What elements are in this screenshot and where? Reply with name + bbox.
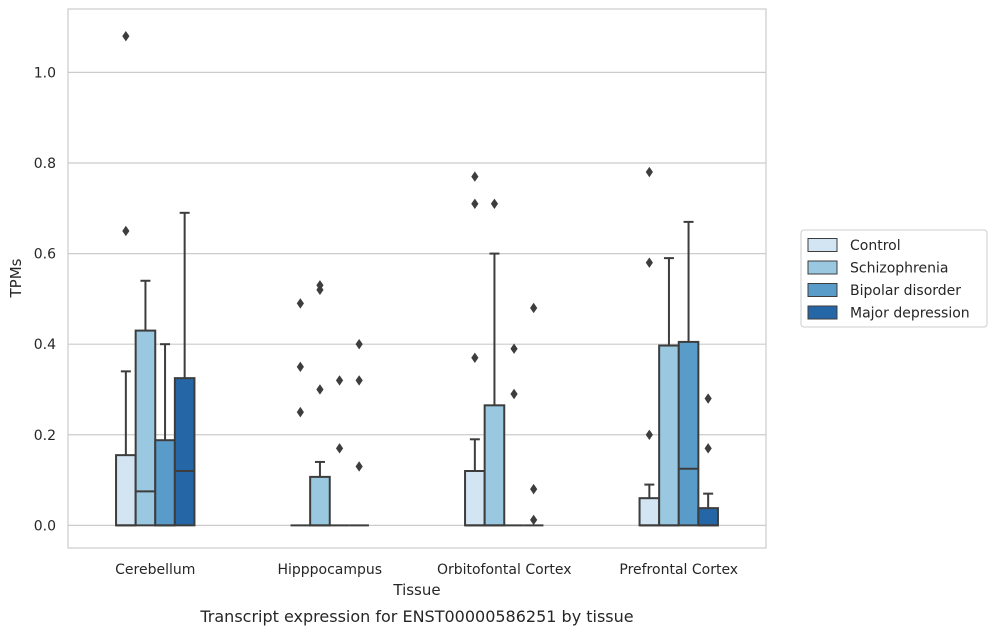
- outlier-point: [471, 198, 479, 209]
- outlier-point: [316, 280, 324, 291]
- box-major-depression-prefrontal-cortex: [697, 393, 719, 527]
- outlier-point: [296, 298, 304, 309]
- outlier-point: [645, 429, 653, 440]
- legend-frame: [800, 229, 988, 328]
- x-tick-label: Prefrontal Cortex: [619, 562, 738, 578]
- box-control-prefrontal-cortex: [638, 166, 661, 527]
- box-body: [115, 454, 137, 527]
- x-axis-label: Tissue: [392, 581, 440, 599]
- box-body: [638, 497, 661, 527]
- box-major-depression-cerebellum: [173, 211, 196, 527]
- y-axis-ticks: 0.0 0.2 0.4 0.6 0.8 1.0: [34, 65, 56, 534]
- outlier-point: [530, 514, 538, 526]
- y-tick-label: 0.2: [34, 428, 56, 444]
- box-schizophrenia-hipppocampus: [309, 280, 331, 527]
- box-control-cerebellum: [115, 30, 137, 527]
- x-tick-label: Hipppocampus: [277, 562, 382, 578]
- box-schizophrenia-orbitofontal-cortex: [483, 198, 506, 527]
- outlier-point: [296, 361, 304, 373]
- y-tick-label: 0.8: [34, 156, 56, 172]
- box-body: [658, 344, 680, 527]
- legend-label-major-depression: Major depression: [850, 306, 970, 322]
- box-bipolar-disorder-cerebellum: [154, 343, 176, 527]
- outlier-point: [355, 375, 363, 386]
- legend-label-bipolar-disorder: Bipolar disorder: [850, 283, 961, 299]
- outlier-point: [335, 375, 344, 386]
- box-body: [697, 507, 719, 527]
- outlier-point: [490, 198, 499, 209]
- legend-label-schizophrenia: Schizophrenia: [850, 261, 948, 277]
- outlier-point: [510, 388, 518, 400]
- outlier-point: [530, 302, 538, 314]
- figure-caption: Transcript expression for ENST0000058625…: [199, 607, 633, 626]
- outlier-point: [645, 166, 653, 178]
- x-tick-label: Cerebellum: [115, 562, 195, 578]
- legend-swatch-schizophrenia: [807, 260, 838, 275]
- y-tick-label: 1.0: [34, 65, 56, 81]
- x-axis-ticks: Cerebellum Hipppocampus Orbitofontal Corte…: [115, 562, 738, 578]
- outlier-point: [316, 384, 324, 395]
- box-schizophrenia-cerebellum: [134, 279, 157, 527]
- outlier-point: [122, 30, 130, 42]
- legend-swatch-control: [807, 238, 838, 252]
- y-tick-label: 0.6: [34, 247, 56, 263]
- legend: Control Schizophrenia Bipolar disorder Majo…: [800, 229, 988, 328]
- box-control-hipppocampus: [290, 298, 311, 527]
- box-major-depression-hipppocampus: [349, 338, 369, 527]
- box-bipolar-disorder-prefrontal-cortex: [677, 220, 700, 527]
- box-body: [464, 470, 486, 527]
- box-groups: [115, 30, 719, 527]
- box-bipolar-disorder-hipppocampus: [329, 375, 350, 527]
- outlier-point: [645, 257, 653, 268]
- outlier-point: [471, 171, 479, 182]
- outlier-point: [122, 225, 130, 237]
- x-tick-label: Orbitofontal Cortex: [437, 562, 572, 578]
- outlier-point: [296, 406, 304, 418]
- y-tick-label: 0.0: [34, 518, 56, 534]
- outlier-point: [335, 443, 344, 454]
- outlier-point: [530, 483, 538, 495]
- legend-swatch-major-depression: [807, 305, 838, 320]
- legend-swatch-bipolar-disorder: [807, 283, 838, 297]
- outlier-point: [355, 461, 363, 472]
- box-body: [483, 404, 506, 527]
- box-major-depression-orbitofontal-cortex: [523, 302, 544, 527]
- legend-label-control: Control: [850, 238, 901, 254]
- outlier-point: [704, 443, 712, 454]
- box-body: [309, 475, 331, 527]
- box-body: [134, 329, 157, 527]
- plot-frame: [67, 8, 767, 549]
- outlier-point: [704, 393, 712, 404]
- y-tick-label: 0.4: [34, 337, 56, 353]
- box-schizophrenia-prefrontal-cortex: [658, 257, 680, 527]
- y-axis-label: TPMs: [7, 258, 25, 298]
- box-body: [173, 377, 196, 527]
- box-body: [677, 340, 700, 527]
- outlier-point: [471, 352, 479, 363]
- outlier-point: [355, 338, 363, 350]
- box-bipolar-disorder-orbitofontal-cortex: [504, 343, 524, 527]
- outlier-point: [510, 343, 518, 354]
- box-body: [154, 439, 176, 527]
